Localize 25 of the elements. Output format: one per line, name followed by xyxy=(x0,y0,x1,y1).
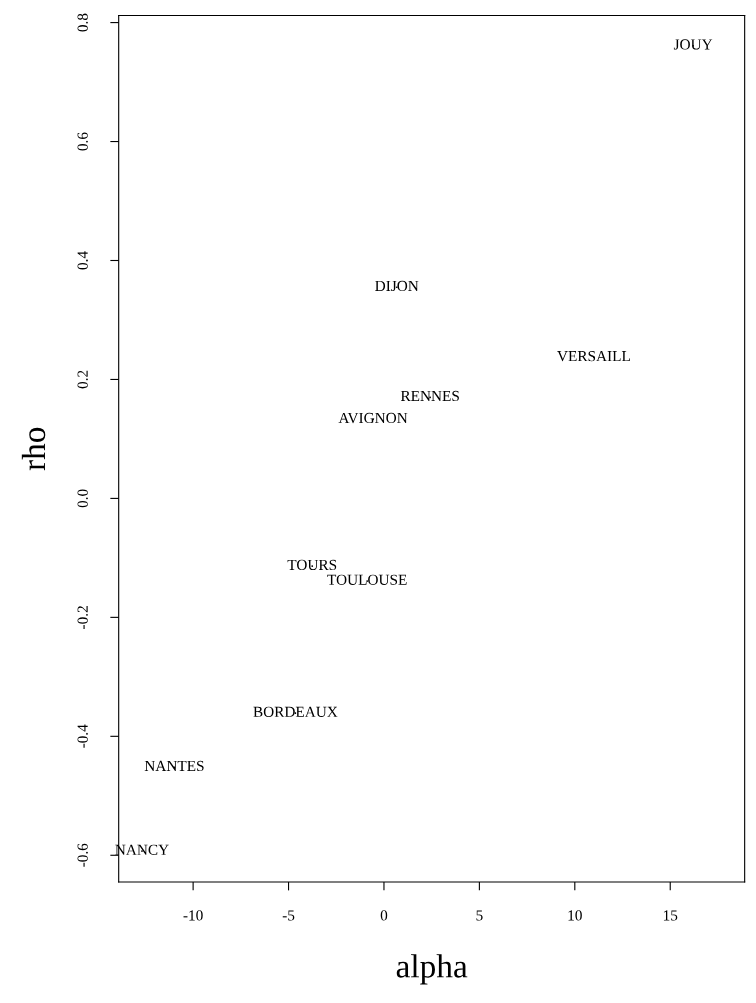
data-label: JOUY xyxy=(673,39,713,50)
data-label: TOULOUSE xyxy=(327,574,407,585)
x-tick-label: 10 xyxy=(568,910,582,921)
x-tick-label: 0 xyxy=(380,910,388,921)
data-label: NANTES xyxy=(144,760,204,772)
y-axis-title: rho xyxy=(21,427,46,471)
y-tick-label: -0.2 xyxy=(77,606,88,629)
y-tick-label: 0.2 xyxy=(77,370,88,389)
y-tick-label: 0.8 xyxy=(77,13,88,32)
y-tick-label: -0.4 xyxy=(77,724,88,748)
x-tick-label: 15 xyxy=(663,910,678,921)
data-label: TOURS xyxy=(287,559,337,571)
y-tick-label: 0.6 xyxy=(77,132,88,151)
data-label: RENNES xyxy=(400,390,459,402)
x-tick-label: -10 xyxy=(183,910,203,921)
data-label: BORDEAUX xyxy=(253,706,338,717)
data-label: AVIGNON xyxy=(338,412,408,424)
x-tick-label: 5 xyxy=(476,910,483,921)
data-label: DIJON xyxy=(375,280,419,292)
y-tick-label: 0.4 xyxy=(77,251,88,270)
x-tick-label: -5 xyxy=(282,910,295,921)
data-label: VERSAILL xyxy=(557,351,630,362)
y-tick-label: 0.0 xyxy=(77,489,88,508)
x-axis-title: alpha xyxy=(396,954,468,985)
y-tick-label: -0.6 xyxy=(77,843,88,867)
